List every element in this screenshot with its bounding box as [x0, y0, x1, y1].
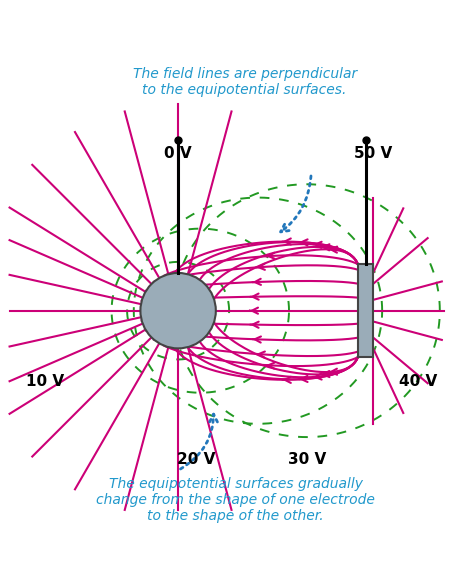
Text: The field lines are perpendicular
to the equipotential surfaces.: The field lines are perpendicular to the… [132, 67, 357, 97]
Circle shape [140, 273, 216, 349]
Text: 30 V: 30 V [288, 452, 326, 467]
Text: 50 V: 50 V [354, 146, 392, 161]
Bar [358, 264, 373, 357]
Text: The equipotential surfaces gradually
change from the shape of one electrode
to t: The equipotential surfaces gradually cha… [96, 477, 375, 523]
Text: 0 V: 0 V [164, 146, 192, 161]
Text: 20 V: 20 V [177, 452, 215, 467]
Text: 40 V: 40 V [398, 374, 437, 389]
Text: 10 V: 10 V [26, 374, 64, 389]
